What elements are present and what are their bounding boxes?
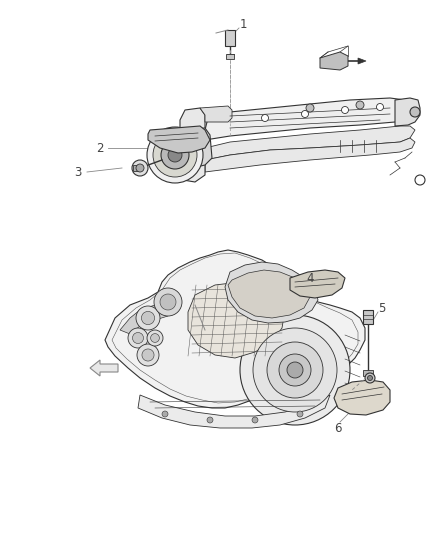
Polygon shape [205, 126, 415, 160]
Polygon shape [120, 303, 168, 334]
Circle shape [377, 103, 384, 110]
Text: 5: 5 [378, 302, 386, 314]
Circle shape [137, 344, 159, 366]
Polygon shape [228, 270, 310, 318]
Polygon shape [225, 262, 318, 323]
Polygon shape [188, 282, 285, 358]
Circle shape [133, 333, 144, 343]
Circle shape [287, 362, 303, 378]
Text: 1: 1 [239, 19, 247, 31]
Circle shape [365, 373, 375, 383]
Circle shape [162, 411, 168, 417]
Polygon shape [148, 126, 210, 153]
Polygon shape [180, 108, 205, 182]
Polygon shape [200, 106, 232, 122]
Circle shape [415, 175, 425, 185]
Circle shape [141, 311, 155, 325]
Polygon shape [90, 360, 118, 376]
Circle shape [153, 133, 197, 177]
Circle shape [240, 315, 350, 425]
Circle shape [147, 330, 163, 346]
FancyBboxPatch shape [363, 310, 373, 324]
FancyBboxPatch shape [226, 54, 234, 59]
Circle shape [367, 376, 372, 381]
Polygon shape [205, 138, 415, 172]
Polygon shape [138, 395, 330, 428]
Circle shape [252, 417, 258, 423]
Circle shape [306, 104, 314, 112]
Circle shape [297, 411, 303, 417]
Circle shape [132, 160, 148, 176]
FancyBboxPatch shape [133, 165, 139, 171]
Circle shape [160, 294, 176, 310]
Polygon shape [334, 380, 390, 415]
Circle shape [410, 107, 420, 117]
Circle shape [207, 417, 213, 423]
Circle shape [161, 141, 189, 169]
Polygon shape [180, 128, 212, 168]
Polygon shape [105, 250, 365, 408]
Circle shape [356, 101, 364, 109]
Circle shape [147, 127, 203, 183]
Text: 3: 3 [74, 166, 82, 179]
Text: 4: 4 [306, 271, 314, 285]
Polygon shape [290, 270, 345, 298]
Polygon shape [358, 58, 366, 64]
Polygon shape [395, 98, 420, 126]
Circle shape [261, 115, 268, 122]
Circle shape [301, 110, 308, 117]
Circle shape [151, 334, 159, 342]
Circle shape [342, 107, 349, 114]
Circle shape [136, 164, 144, 172]
Circle shape [279, 354, 311, 386]
Circle shape [168, 148, 182, 162]
Polygon shape [205, 98, 415, 140]
Circle shape [136, 306, 160, 330]
Polygon shape [320, 52, 348, 70]
Circle shape [267, 342, 323, 398]
Text: 2: 2 [96, 141, 104, 155]
Circle shape [142, 349, 154, 361]
Circle shape [253, 328, 337, 412]
Text: 6: 6 [334, 422, 342, 434]
FancyBboxPatch shape [225, 30, 235, 46]
Circle shape [128, 328, 148, 348]
Circle shape [154, 288, 182, 316]
FancyBboxPatch shape [363, 370, 373, 376]
